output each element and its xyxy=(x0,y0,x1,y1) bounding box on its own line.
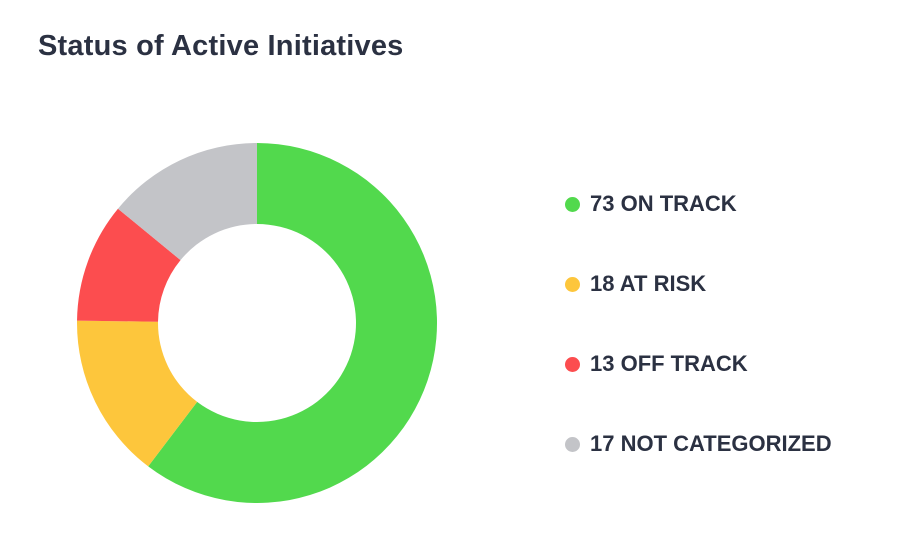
legend-label: 18 AT RISK xyxy=(590,271,707,296)
donut-slice-on-track xyxy=(148,143,438,503)
legend-label: 13 OFF TRACK xyxy=(590,351,748,376)
legend-item-off-track: 13 OFF TRACK xyxy=(565,348,832,428)
legend-dot-icon xyxy=(565,437,580,452)
legend-dot-icon xyxy=(565,197,580,212)
legend-dot-icon xyxy=(565,277,580,292)
legend-item-not-categorized: 17 NOT CATEGORIZED xyxy=(565,428,832,508)
chart-title: Status of Active Initiatives xyxy=(38,30,404,62)
legend-dot-icon xyxy=(565,357,580,372)
legend-label: 73 ON TRACK xyxy=(590,191,737,216)
legend-item-on-track: 73 ON TRACK xyxy=(565,188,832,268)
legend-label: 17 NOT CATEGORIZED xyxy=(590,431,832,456)
legend-item-at-risk: 18 AT RISK xyxy=(565,268,832,348)
donut-slice-not-categorized xyxy=(117,143,257,261)
donut-slice-off-track xyxy=(77,208,181,322)
chart-legend: 73 ON TRACK 18 AT RISK 13 OFF TRACK 17 NOT … xyxy=(565,188,832,508)
donut-slice-at-risk xyxy=(77,320,198,467)
